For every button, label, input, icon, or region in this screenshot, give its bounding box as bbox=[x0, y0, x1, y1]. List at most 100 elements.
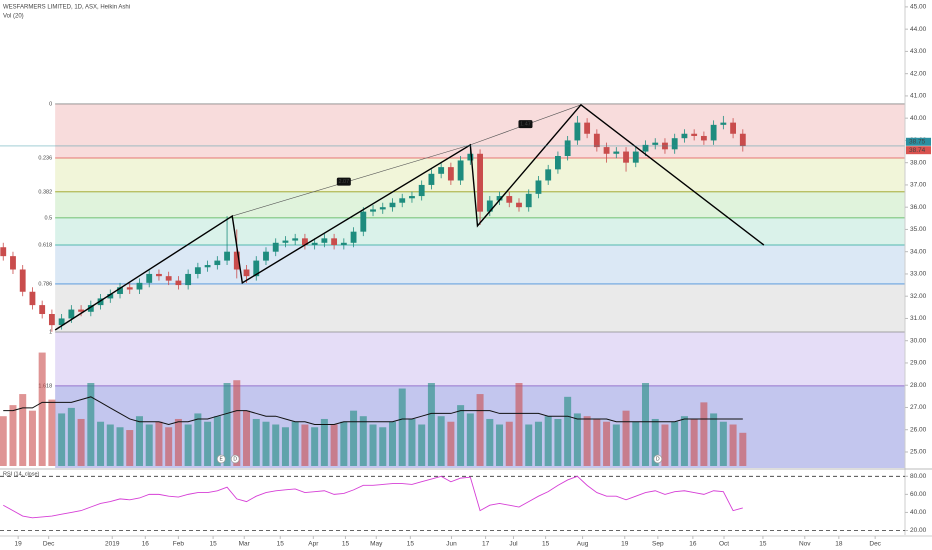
y-tick-label: 41.00 bbox=[910, 93, 927, 100]
volume-bar bbox=[680, 416, 688, 466]
volume-bar bbox=[573, 413, 581, 466]
price-tag bbox=[906, 146, 931, 155]
y-tick-label: 42.00 bbox=[910, 70, 927, 77]
volume-bar bbox=[622, 410, 630, 466]
x-tick-label: Nov bbox=[799, 541, 811, 548]
event-label: E bbox=[220, 457, 224, 463]
volume-title: Vol (20) bbox=[3, 14, 24, 20]
volume-bar bbox=[291, 421, 299, 466]
candle-body bbox=[311, 242, 318, 246]
volume-bar bbox=[641, 383, 650, 466]
candle-body bbox=[379, 207, 386, 210]
volume-bar bbox=[67, 407, 75, 466]
y-tick-label: 43.00 bbox=[910, 48, 927, 55]
volume-bar bbox=[496, 424, 504, 466]
candle-body bbox=[0, 247, 7, 257]
volume-bar bbox=[418, 424, 426, 466]
candle-body bbox=[516, 202, 522, 208]
candle-body bbox=[447, 167, 454, 181]
y-tick-label: 28.00 bbox=[910, 382, 927, 389]
candle-body bbox=[39, 305, 46, 315]
volume-bar bbox=[174, 418, 182, 466]
fib-label: 0.236 bbox=[38, 155, 52, 161]
candle-body bbox=[700, 135, 707, 141]
volume-bar bbox=[48, 399, 56, 466]
candle-body bbox=[428, 173, 435, 185]
volume-bar bbox=[165, 427, 173, 466]
candle-body bbox=[457, 160, 464, 181]
y-tick-label: 30.00 bbox=[910, 337, 927, 344]
y-tick-label: 38.00 bbox=[910, 159, 927, 166]
volume-bar bbox=[505, 421, 513, 466]
candle-body bbox=[564, 140, 571, 156]
x-tick-label: 15 bbox=[759, 541, 767, 548]
candle-body bbox=[409, 196, 415, 199]
candle-body bbox=[126, 287, 133, 290]
volume-bar bbox=[457, 405, 465, 466]
volume-bar bbox=[19, 394, 27, 466]
volume-bar bbox=[486, 418, 494, 466]
x-tick-label: Sep bbox=[652, 541, 664, 548]
candle-body bbox=[87, 305, 94, 312]
candle-body bbox=[671, 138, 678, 150]
price-tag-label: 38.74 bbox=[909, 147, 926, 154]
volume-bar bbox=[359, 416, 367, 466]
volume-bar bbox=[0, 416, 7, 466]
volume-bar bbox=[369, 424, 377, 466]
trend-line bbox=[232, 144, 471, 217]
candle-body bbox=[360, 211, 367, 232]
candle-body bbox=[593, 133, 600, 148]
ratio-label: 1.47 bbox=[520, 122, 531, 128]
volume-bar bbox=[155, 421, 163, 466]
volume-bar bbox=[719, 421, 727, 466]
volume-bar bbox=[194, 413, 202, 466]
candle-body bbox=[253, 260, 260, 277]
candle-body bbox=[613, 151, 620, 154]
volume-bar bbox=[447, 421, 455, 466]
rsi-tick-label: 60.00 bbox=[910, 491, 927, 498]
candle-body bbox=[623, 151, 629, 163]
candle-body bbox=[321, 238, 328, 243]
volume-bar bbox=[145, 424, 153, 466]
candle-body bbox=[340, 242, 347, 246]
x-tick-label: Apr bbox=[308, 541, 319, 548]
fib-band bbox=[55, 283, 905, 333]
x-tick-label: 15 bbox=[209, 541, 217, 548]
volume-bar bbox=[700, 402, 708, 466]
candle-body bbox=[117, 287, 123, 294]
x-tick-label: 19 bbox=[15, 541, 23, 548]
ratio-box bbox=[518, 120, 533, 129]
y-tick-label: 35.00 bbox=[910, 226, 927, 233]
volume-bar bbox=[408, 418, 416, 466]
y-tick-label: 33.00 bbox=[910, 271, 927, 278]
volume-bar bbox=[632, 421, 640, 466]
candle-body bbox=[739, 133, 746, 146]
candle-body bbox=[233, 251, 240, 270]
volume-bar bbox=[97, 421, 105, 466]
y-tick-label: 29.00 bbox=[910, 360, 927, 367]
rsi-tick-label: 40.00 bbox=[910, 509, 927, 516]
x-tick-label: Dec bbox=[869, 541, 881, 548]
x-tick-label: 15 bbox=[542, 541, 550, 548]
candle-body bbox=[68, 309, 75, 319]
y-tick-label: 34.00 bbox=[910, 248, 927, 255]
volume-bar bbox=[350, 410, 358, 466]
volume-bar bbox=[252, 418, 260, 466]
candle-body bbox=[486, 200, 493, 212]
volume-bar bbox=[28, 410, 36, 466]
fib-label: 0.382 bbox=[38, 189, 52, 195]
x-tick-label: Jul bbox=[509, 541, 518, 548]
candle-body bbox=[214, 260, 221, 266]
volume-bar bbox=[476, 394, 484, 466]
candle-body bbox=[574, 122, 581, 141]
volume-bar bbox=[126, 430, 134, 466]
x-tick-label: 17 bbox=[482, 541, 490, 548]
event-marker bbox=[216, 454, 226, 464]
event-label: D bbox=[233, 457, 237, 463]
x-tick-label: Oct bbox=[719, 541, 729, 548]
x-tick-label: 15 bbox=[277, 541, 285, 548]
candle-body bbox=[681, 133, 688, 139]
y-tick-label: 44.00 bbox=[910, 26, 927, 33]
x-tick-label: Aug bbox=[577, 541, 589, 548]
candle-body bbox=[438, 167, 445, 174]
